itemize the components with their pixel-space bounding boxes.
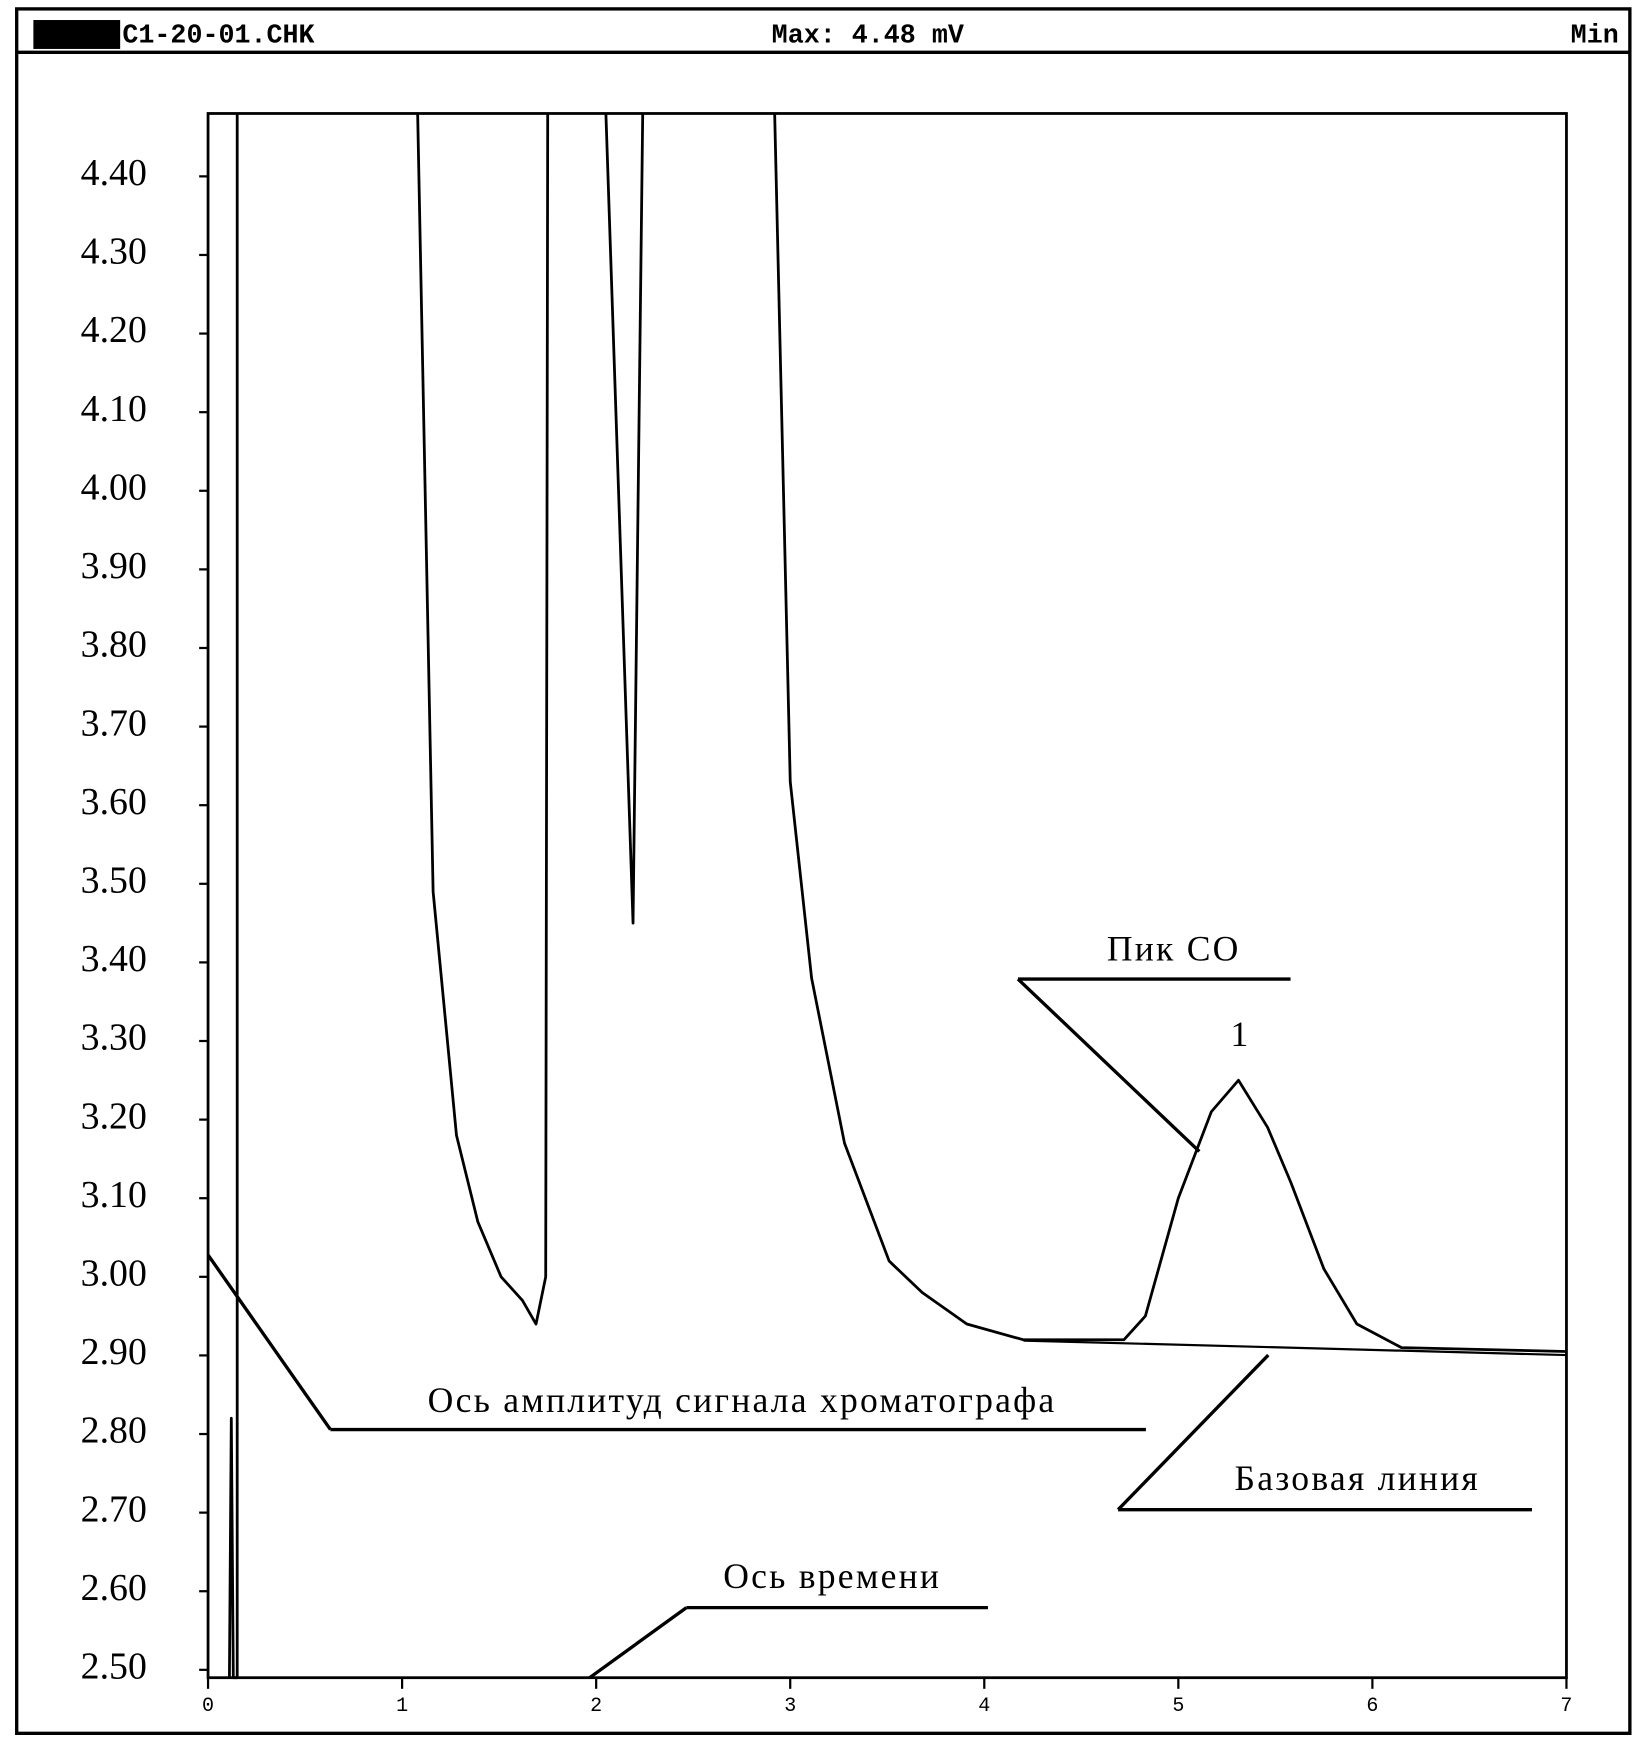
unit-label: Min [1571, 22, 1619, 52]
y-tick-label: 2.90 [81, 1331, 147, 1373]
annotation-text: Базовая линия [1235, 1458, 1481, 1498]
x-tick-label: 1 [396, 1695, 408, 1718]
y-tick-label: 3.50 [81, 859, 147, 901]
file-name: C1-20-01.CHK [122, 22, 315, 52]
y-tick-label: 3.30 [81, 1017, 147, 1059]
y-tick-label: 3.40 [81, 938, 147, 980]
x-tick-label: 6 [1366, 1695, 1378, 1718]
plot-frame [206, 112, 1568, 1680]
annotation-peak: Пик CO 1 [1016, 928, 1291, 1153]
x-tick-label: 7 [1560, 1695, 1572, 1718]
peak-number: 1 [1230, 1014, 1250, 1054]
y-tick-label: 3.90 [81, 545, 147, 587]
y-tick-label: 3.70 [81, 702, 147, 744]
y-tick-label: 3.20 [81, 1095, 147, 1137]
y-tick-label: 2.80 [81, 1410, 147, 1452]
annotation-text: Пик CO [1107, 928, 1241, 968]
y-tick-label: 2.60 [81, 1567, 147, 1609]
window-frame [15, 7, 1632, 1735]
y-tick-label: 3.60 [81, 781, 147, 823]
y-tick-label: 3.80 [81, 624, 147, 666]
y-tick-label: 2.50 [81, 1646, 147, 1688]
y-tick-label: 3.00 [81, 1252, 147, 1294]
signal-trace [228, 113, 1567, 1680]
annotation-text: Ось амплитуд сигнала хроматографа [428, 1380, 1057, 1420]
y-tick-label: 4.40 [81, 152, 147, 194]
max-label: Max: 4.48 mV [772, 22, 964, 52]
x-tick-label: 5 [1172, 1695, 1184, 1718]
annotation-y-axis: Ось амплитуд сигнала хроматографа [206, 1253, 1146, 1432]
annotation-text: Ось времени [723, 1556, 941, 1596]
x-tick-label: 3 [784, 1695, 796, 1718]
y-tick-label: 3.10 [81, 1174, 147, 1216]
annotation-x-axis: Ось времени [588, 1556, 988, 1680]
x-tick-label: 0 [202, 1695, 214, 1718]
annotation-baseline: Базовая линия [1023, 1339, 1567, 1512]
y-tick-label: 2.70 [81, 1488, 147, 1530]
y-tick-label: 4.00 [81, 466, 147, 508]
y-tick-label: 4.20 [81, 309, 147, 351]
x-tick-label: 2 [590, 1695, 602, 1718]
y-tick-label: 4.10 [81, 388, 147, 430]
header-block [33, 20, 121, 49]
y-tick-label: 4.30 [81, 231, 147, 273]
x-tick-label: 4 [978, 1695, 990, 1718]
